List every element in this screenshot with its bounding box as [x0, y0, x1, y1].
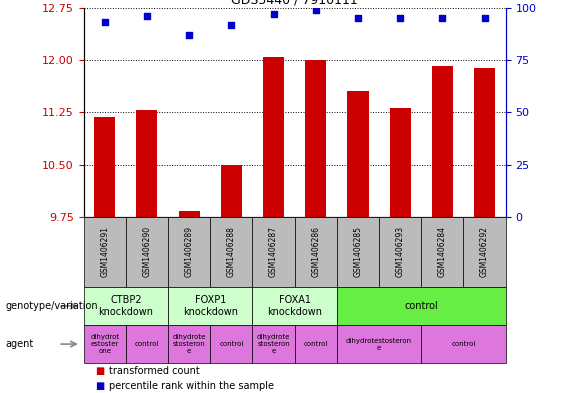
- Text: GSM1406288: GSM1406288: [227, 226, 236, 277]
- Text: GSM1406292: GSM1406292: [480, 226, 489, 277]
- Text: GSM1406284: GSM1406284: [438, 226, 447, 277]
- Bar: [474, 68, 495, 217]
- Point: [354, 15, 363, 22]
- Point: [142, 13, 151, 19]
- Text: GSM1406289: GSM1406289: [185, 226, 194, 277]
- Point: [396, 15, 405, 22]
- Point: [269, 11, 278, 17]
- Bar: [136, 110, 158, 217]
- Text: dihydrotestosteron
e: dihydrotestosteron e: [346, 338, 412, 351]
- Text: control: control: [219, 341, 244, 347]
- Text: GSM1406291: GSM1406291: [100, 226, 109, 277]
- Text: control: control: [303, 341, 328, 347]
- Text: GSM1406286: GSM1406286: [311, 226, 320, 277]
- Text: dihydrote
stosteron
e: dihydrote stosteron e: [172, 334, 206, 354]
- Text: FOXA1
knockdown: FOXA1 knockdown: [267, 295, 322, 317]
- Bar: [94, 117, 115, 217]
- Text: FOXP1
knockdown: FOXP1 knockdown: [182, 295, 238, 317]
- Text: GSM1406293: GSM1406293: [396, 226, 405, 277]
- Bar: [221, 165, 242, 217]
- Bar: [179, 211, 199, 217]
- Text: control: control: [451, 341, 476, 347]
- Text: GSM1406285: GSM1406285: [354, 226, 363, 277]
- Text: GSM1406287: GSM1406287: [269, 226, 278, 277]
- Point: [185, 32, 194, 38]
- Text: dihydrot
estoster
one: dihydrot estoster one: [90, 334, 119, 354]
- Text: ■: ■: [95, 380, 104, 391]
- Point: [311, 7, 320, 13]
- Bar: [263, 57, 284, 217]
- Bar: [390, 108, 411, 217]
- Bar: [432, 66, 453, 217]
- Title: GDS5440 / 7910111: GDS5440 / 7910111: [231, 0, 358, 7]
- Point: [480, 15, 489, 22]
- Text: control: control: [134, 341, 159, 347]
- Point: [438, 15, 447, 22]
- Bar: [347, 92, 368, 217]
- Text: CTBP2
knockdown: CTBP2 knockdown: [98, 295, 153, 317]
- Point: [100, 19, 109, 26]
- Point: [227, 22, 236, 28]
- Text: agent: agent: [6, 339, 34, 349]
- Bar: [305, 60, 327, 217]
- Text: percentile rank within the sample: percentile rank within the sample: [109, 380, 274, 391]
- Text: GSM1406290: GSM1406290: [142, 226, 151, 277]
- Text: ■: ■: [95, 367, 104, 376]
- Text: transformed count: transformed count: [109, 367, 200, 376]
- Text: control: control: [405, 301, 438, 311]
- Text: genotype/variation: genotype/variation: [6, 301, 98, 311]
- Text: dihydrote
stosteron
e: dihydrote stosteron e: [257, 334, 290, 354]
